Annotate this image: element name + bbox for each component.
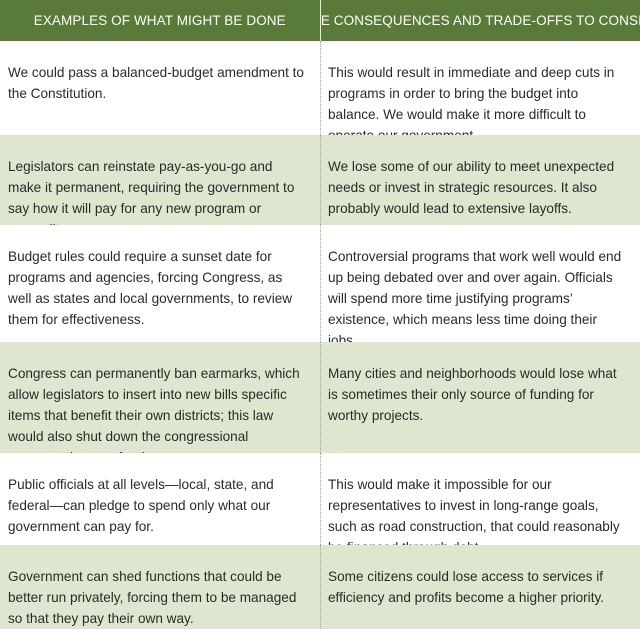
header-examples: EXAMPLES OF WHAT MIGHT BE DONE [33,13,286,28]
example-cell: We could pass a balanced-budget amendmen… [8,65,304,101]
example-cell: Government can shed functions that could… [8,569,297,626]
consequence-cell: Many cities and neighborhoods would lose… [320,342,640,453]
consequence-cell: This would result in immediate and deep … [320,41,640,135]
consequence-cell: We lose some of our ability to meet unex… [320,135,640,225]
table-row: Legislators can reinstate pay-as-you-go … [0,135,640,225]
example-cell: Public officials at all levels—local, st… [8,477,274,534]
table-row: Congress can permanently ban earmarks, w… [0,342,640,453]
table-row: Budget rules could require a sunset date… [0,225,640,342]
table-header: EXAMPLES OF WHAT MIGHT BE DONE SOME CONS… [0,0,640,41]
consequence-cell: Controversial programs that work well wo… [320,225,640,342]
example-cell: Congress can permanently ban earmarks, w… [8,366,300,453]
table-row: Government can shed functions that could… [0,545,640,629]
header-consequences: SOME CONSEQUENCES AND TRADE-OFFS TO CONS… [319,0,640,41]
example-cell: Legislators can reinstate pay-as-you-go … [8,159,295,225]
table-row: Public officials at all levels—local, st… [0,453,640,545]
consequence-cell: This would make it impossible for our re… [320,453,640,545]
example-cell: Budget rules could require a sunset date… [8,249,293,327]
table-row: We could pass a balanced-budget amendmen… [0,41,640,135]
consequence-cell: Some citizens could lose access to servi… [320,545,640,629]
